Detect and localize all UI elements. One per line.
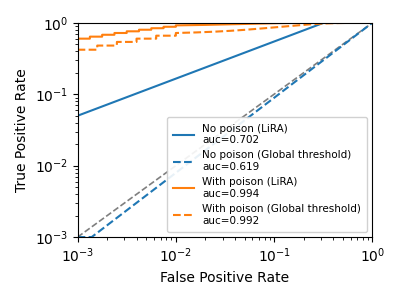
Y-axis label: True Positive Rate: True Positive Rate: [15, 68, 29, 192]
X-axis label: False Positive Rate: False Positive Rate: [160, 271, 290, 285]
Legend: No poison (LiRA)
auc=0.702, No poison (Global threshold)
auc=0.619, With poison : No poison (LiRA) auc=0.702, No poison (G…: [167, 117, 367, 232]
